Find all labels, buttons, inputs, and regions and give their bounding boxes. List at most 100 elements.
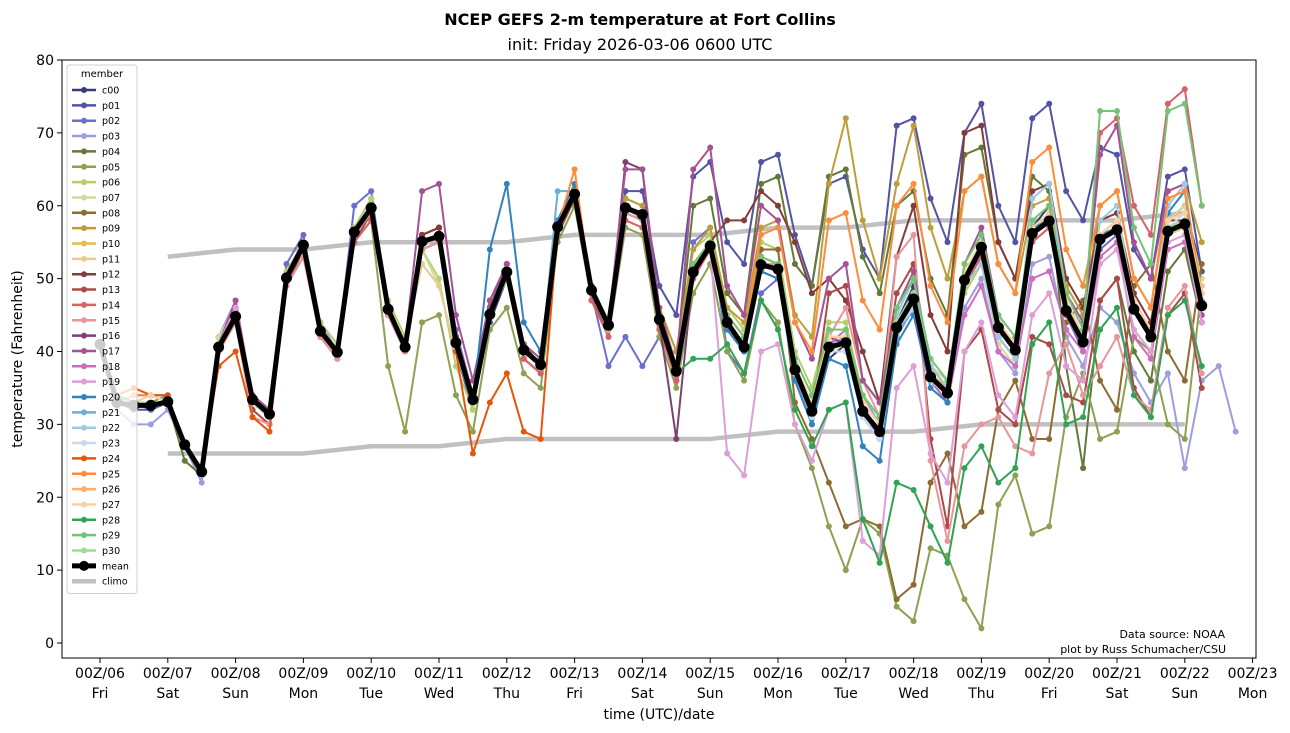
series-point-p17	[808, 355, 815, 362]
series-point-p08	[775, 246, 781, 253]
legend-item-p05: p05	[72, 162, 120, 173]
series-point-p17	[436, 180, 442, 187]
series-point-p25	[927, 282, 934, 289]
series-point-p20	[927, 384, 934, 391]
series-point-p05	[402, 428, 409, 435]
mean-point	[331, 346, 343, 358]
series-point-p08	[842, 523, 849, 530]
series-point-p17	[419, 188, 426, 195]
mean-point	[755, 259, 767, 271]
series-point-p28	[1029, 341, 1036, 348]
series-point-p15	[1012, 443, 1019, 450]
climo-high-line	[167, 210, 1186, 259]
legend-item-climo: climo	[72, 577, 128, 588]
series-point-p28	[927, 523, 934, 530]
legend-marker-p02	[81, 117, 87, 124]
legend-label-p25: p25	[102, 469, 120, 480]
series-point-p01	[978, 100, 985, 107]
x-tick-label: 00Z/22	[1160, 666, 1210, 682]
series-point-p04	[1164, 268, 1171, 275]
series-point-p22	[1029, 195, 1036, 202]
series-point-p02	[351, 202, 358, 209]
legend-item-p28: p28	[72, 515, 120, 526]
series-point-p09	[944, 275, 951, 282]
series-point-p15	[1029, 450, 1036, 457]
mean-point	[670, 365, 682, 377]
legend-label-p23: p23	[102, 439, 120, 450]
series-point-p13	[1029, 333, 1036, 340]
series-point-p28	[808, 443, 815, 450]
legend-marker-c00	[81, 87, 87, 93]
series-point-p29	[978, 231, 985, 238]
series-point-p17	[758, 202, 765, 209]
legend-marker-p03	[81, 133, 87, 140]
legend-label-mean: mean	[102, 561, 129, 572]
series-point-p14	[1164, 100, 1171, 107]
y-axis-label: temperature (Fahrenheit)	[10, 270, 26, 447]
series-point-p05	[537, 384, 544, 391]
series-point-p06	[469, 406, 476, 413]
series-point-p29	[1130, 224, 1137, 231]
mean-point	[399, 341, 411, 353]
series-point-p19	[775, 341, 781, 348]
series-point-p16	[622, 159, 629, 166]
x-tick-label: 00Z/20	[1024, 666, 1074, 682]
series-point-p28	[1164, 312, 1171, 319]
legend-item-p17: p17	[72, 346, 120, 357]
series-point-p09	[758, 224, 765, 231]
legend-item-p16: p16	[72, 331, 120, 342]
series-point-p09	[707, 224, 714, 231]
series-point-p05	[808, 465, 815, 472]
x-tick-label-day: Mon	[763, 686, 793, 702]
x-tick-label: 00Z/13	[550, 666, 600, 682]
mean-point	[416, 235, 428, 247]
series-point-p15	[842, 304, 849, 311]
mean-point	[789, 364, 801, 376]
mean-point	[213, 341, 225, 353]
series-point-p25	[910, 180, 917, 187]
series-point-p19	[791, 421, 798, 428]
series-point-p28	[724, 341, 731, 348]
x-tick-label: 00Z/08	[211, 666, 261, 682]
mean-point	[653, 313, 665, 325]
mean-point	[1179, 218, 1191, 230]
mean-point	[314, 325, 326, 337]
x-tick-label: 00Z/07	[143, 666, 193, 682]
series-point-p01	[927, 195, 934, 202]
x-tick-label-day: Wed	[424, 686, 455, 702]
mean-point	[603, 319, 614, 331]
series-point-p05	[673, 384, 680, 391]
series-point-p15	[1114, 333, 1120, 340]
series-point-p19	[995, 392, 1002, 399]
y-tick-label: 70	[36, 126, 54, 142]
series-point-p20	[859, 443, 866, 450]
series-point-p13	[1012, 421, 1019, 428]
y-tick-label: 30	[36, 417, 54, 433]
series-point-p12	[944, 348, 951, 355]
series-point-p19	[1063, 363, 1070, 370]
series-point-p19	[944, 479, 951, 486]
series-point-p05	[1181, 435, 1188, 442]
series-point-p01	[910, 115, 917, 122]
mean-point	[1145, 331, 1157, 343]
legend-label-p04: p04	[102, 147, 120, 158]
x-tick-label: 00Z/19	[956, 666, 1006, 682]
series-point-p04	[775, 173, 781, 180]
legend-marker-p21	[81, 409, 87, 416]
legend-marker-p13	[81, 286, 87, 293]
legend-item-p12: p12	[72, 270, 120, 281]
series-point-p15	[961, 443, 968, 450]
series-point-p13	[1080, 399, 1087, 406]
legend-item-p20: p20	[72, 393, 120, 404]
x-tick-label: 00Z/18	[889, 666, 939, 682]
series-point-p20	[486, 246, 493, 253]
x-tick-label-day: Sat	[156, 686, 179, 702]
series-point-p25	[1164, 195, 1171, 202]
series-point-p09	[622, 195, 629, 202]
mean-point	[992, 321, 1004, 333]
series-point-p08	[1198, 261, 1205, 268]
series-point-p13	[842, 282, 849, 289]
series-point-p17	[639, 166, 646, 173]
legend-item-p30: p30	[72, 546, 120, 557]
